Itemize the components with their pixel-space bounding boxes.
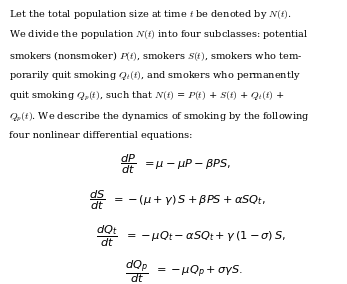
Text: $= \mu - \mu P - \beta PS,$: $= \mu - \mu P - \beta PS,$ <box>142 157 231 171</box>
Text: We divide the population $N(t)$ into four subclasses: potential: We divide the population $N(t)$ into fou… <box>9 28 308 41</box>
Text: quit smoking $Q_p(t)$, such that $N(t)$ = $P(t)$ + $S(t)$ + $Q_t(t)$ +: quit smoking $Q_p(t)$, such that $N(t)$ … <box>9 90 285 103</box>
Text: $\dfrac{dP}{dt}$: $\dfrac{dP}{dt}$ <box>120 152 136 176</box>
Text: Let the total population size at time $t$ be denoted by $N(t)$.: Let the total population size at time $t… <box>9 8 292 20</box>
Text: $= -\mu Q_t - \alpha SQ_t + \gamma\,(1-\sigma)\,S,$: $= -\mu Q_t - \alpha SQ_t + \gamma\,(1-\… <box>124 229 286 243</box>
Text: $\dfrac{dQ_t}{dt}$: $\dfrac{dQ_t}{dt}$ <box>96 223 118 248</box>
Text: $Q_p(t)$. We describe the dynamics of smoking by the following: $Q_p(t)$. We describe the dynamics of sm… <box>9 110 310 124</box>
Text: $= -(\mu + \gamma)\,S + \beta PS + \alpha SQ_t,$: $= -(\mu + \gamma)\,S + \beta PS + \alph… <box>111 193 266 207</box>
Text: smokers (nonsmoker) $P(t)$, smokers $S(t)$, smokers who tem-: smokers (nonsmoker) $P(t)$, smokers $S(t… <box>9 49 302 63</box>
Text: porarily quit smoking $Q_t(t)$, and smokers who permanently: porarily quit smoking $Q_t(t)$, and smok… <box>9 69 301 82</box>
Text: $\dfrac{dQ_p}{dt}$: $\dfrac{dQ_p}{dt}$ <box>125 258 148 284</box>
Text: $= -\mu Q_p + \sigma\gamma S.$: $= -\mu Q_p + \sigma\gamma S.$ <box>154 264 243 280</box>
Text: four nonlinear differential equations:: four nonlinear differential equations: <box>9 131 192 140</box>
Text: $\dfrac{dS}{dt}$: $\dfrac{dS}{dt}$ <box>89 188 105 212</box>
